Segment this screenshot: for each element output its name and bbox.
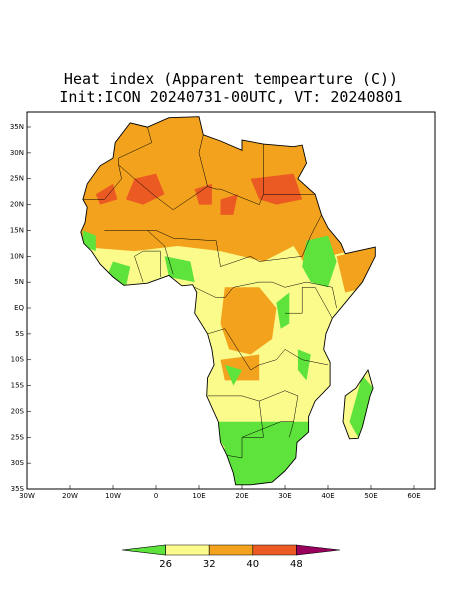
green-region	[164, 256, 195, 283]
border	[104, 214, 322, 267]
subtitle: Init:ICON 20240731-00UTC, VT: 20240801	[59, 88, 402, 106]
colorbar-label: 48	[290, 559, 303, 570]
lat-tick-label: 15N	[10, 226, 24, 234]
lat-tick-label: 20S	[11, 407, 25, 415]
colorbar: 26 32 40 48	[121, 544, 341, 570]
border	[285, 287, 333, 319]
colorbar-label: 40	[246, 559, 259, 570]
green-region	[297, 349, 311, 381]
colorbar-segment	[296, 544, 341, 556]
green-region	[349, 375, 376, 438]
green-region	[224, 364, 242, 386]
border	[194, 281, 337, 309]
lat-tick-label: 10N	[10, 252, 24, 260]
border	[207, 395, 264, 459]
colorbar-label: 32	[203, 559, 216, 570]
border	[207, 144, 264, 205]
lat-tick-label: 30S	[11, 459, 25, 467]
colorbar-segment	[165, 544, 210, 556]
lon-tick-label: 40E	[321, 492, 334, 500]
lon-tick-label: 30E	[278, 492, 291, 500]
lat-tick-label: 10S	[11, 356, 25, 364]
lon-tick-label: 20E	[235, 492, 248, 500]
lat-tick-label: EQ	[14, 304, 24, 312]
red-region	[194, 183, 212, 205]
lat-tick-label: 25S	[11, 433, 25, 441]
colorbar-segment	[121, 544, 166, 556]
red-region	[220, 194, 238, 215]
red-region	[125, 173, 165, 205]
border	[118, 127, 152, 165]
border	[82, 164, 122, 200]
lat-tick-label: 5S	[15, 330, 24, 338]
lat-tick-label: 20N	[10, 201, 24, 209]
coastline	[80, 116, 376, 486]
lon-tick-label: 50E	[364, 492, 377, 500]
green-region	[302, 235, 337, 288]
lat-tick-label: 15S	[11, 382, 25, 390]
title: Heat index (Apparent tempearture (C))	[64, 70, 398, 88]
lon-tick-label: 0	[154, 492, 158, 500]
colorbar-segment	[208, 544, 254, 556]
orange-region	[220, 287, 277, 355]
lat-tick-label: 35N	[10, 123, 24, 131]
border	[259, 390, 299, 438]
orange-region	[80, 116, 376, 267]
lat-tick-label: 30N	[10, 149, 24, 157]
colorbar-label: 26	[159, 559, 172, 570]
lon-tick-label: 60E	[407, 492, 420, 500]
lat-tick-label: 25N	[10, 175, 24, 183]
green-region	[276, 292, 290, 329]
lon-tick-label: 10E	[192, 492, 205, 500]
border	[118, 134, 208, 211]
lat-tick-label: 5N	[14, 278, 24, 286]
border	[134, 250, 161, 283]
border	[241, 421, 294, 438]
border	[147, 230, 174, 275]
lon-tick-label: 30W	[19, 492, 35, 500]
lon-tick-label: 10W	[105, 492, 121, 500]
green-region	[207, 421, 328, 485]
lat-tick-label: 35S	[11, 485, 25, 493]
lon-tick-label: 20W	[62, 492, 78, 500]
map-frame	[26, 111, 436, 490]
border	[207, 328, 329, 371]
orange-region	[336, 246, 376, 293]
colorbar-segment	[252, 544, 297, 556]
